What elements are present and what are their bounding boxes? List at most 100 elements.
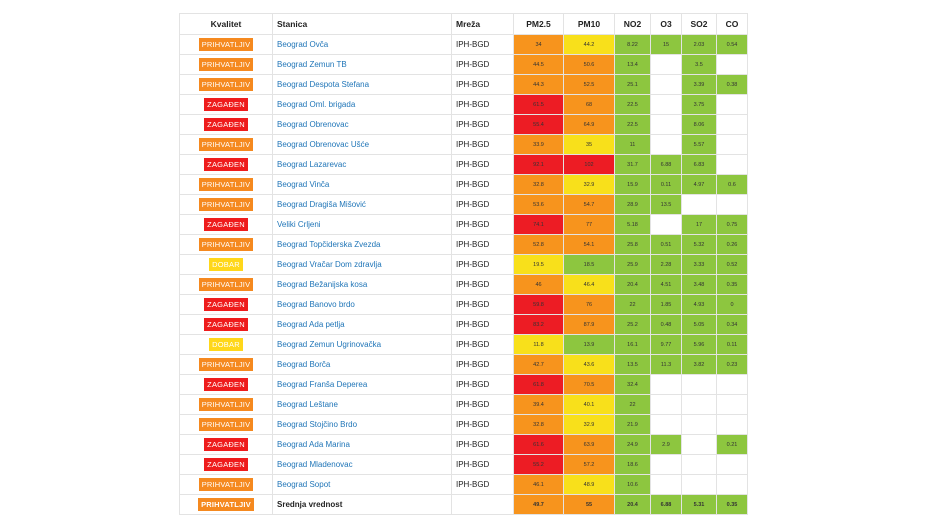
quality-cell: DOBAR [179,334,273,355]
no2-value: 18.6 [614,454,651,475]
table-row: PRIHVATLJIV Beograd Obrenovac Ušće IPH-BGD… [179,134,748,155]
no2-value: 16.1 [614,334,651,355]
air-quality-table-container: Kvalitet Stanica Mreža PM2.5 PM10 NO2 O3… [179,13,748,515]
table-row: PRIHVATLJIV Beograd Stojčino Brdo IPH-BGD 3… [179,414,748,435]
o3-value: 4.51 [650,274,682,295]
station-link[interactable]: Beograd Vračar Dom zdravlja [277,260,382,269]
no2-value: 8.22 [614,34,651,55]
network-cell: IPH-BGD [451,454,514,475]
o3-value: 13.5 [650,194,682,215]
network-cell: IPH-BGD [451,314,514,335]
quality-badge: PRIHVATLJIV [198,58,254,71]
network-cell: IPH-BGD [451,194,514,215]
station-link[interactable]: Beograd Stojčino Brdo [277,420,358,429]
pm25-value: 32.8 [513,414,564,435]
station-link[interactable]: Beograd Zemun Ugrinovačka [277,340,382,349]
pm10-value: 32.9 [563,414,615,435]
air-quality-table: Kvalitet Stanica Mreža PM2.5 PM10 NO2 O3… [179,13,748,515]
so2-value: 5.05 [681,314,717,335]
no2-value: 15.9 [614,174,651,195]
no2-value: 25.1 [614,74,651,95]
no2-value: 25.2 [614,314,651,335]
summary-label: Srednja vrednost [272,494,452,515]
table-row: ZAGAĐEN Beograd Oml. brigada IPH-BGD 61.5 68… [179,94,748,115]
o3-value: 2.9 [650,434,682,455]
no2-value: 25.8 [614,234,651,255]
pm10-value: 43.6 [563,354,615,375]
quality-cell: ZAGAĐEN [179,294,273,315]
station-link[interactable]: Beograd Topčiderska Zvezda [277,240,381,249]
no2-value: 32.4 [614,374,651,395]
station-link[interactable]: Beograd Ada petlja [277,320,345,329]
station-link[interactable]: Beograd Sopot [277,480,331,489]
quality-badge: PRIHVATLJIV [198,418,254,431]
quality-badge: ZAGAĐEN [204,318,248,331]
header-no2: NO2 [614,13,651,35]
quality-cell: PRIHVATLJIV [179,74,273,95]
table-row: ZAGAĐEN Beograd Lazarevac IPH-BGD 92.1 102 31… [179,154,748,175]
o3-value [650,214,682,235]
table-row: DOBAR Beograd Vračar Dom zdravlja IPH-BGD 1… [179,254,748,275]
network-cell: IPH-BGD [451,434,514,455]
station-cell: Beograd Zemun Ugrinovačka [272,334,452,355]
table-header-row: Kvalitet Stanica Mreža PM2.5 PM10 NO2 O3… [179,13,748,35]
station-link[interactable]: Beograd Franša Deperea [277,380,368,389]
station-link[interactable]: Beograd Obrenovac [277,120,349,129]
network-cell: IPH-BGD [451,374,514,395]
network-cell: IPH-BGD [451,174,514,195]
station-link[interactable]: Beograd Bežanijska kosa [277,280,368,289]
station-link[interactable]: Beograd Borča [277,360,331,369]
network-cell: IPH-BGD [451,474,514,495]
station-link[interactable]: Beograd Leštane [277,400,338,409]
station-cell: Beograd Stojčino Brdo [272,414,452,435]
no2-value: 28.9 [614,194,651,215]
station-link[interactable]: Beograd Banovo brdo [277,300,355,309]
so2-value: 3.75 [681,94,717,115]
o3-value: 11.3 [650,354,682,375]
station-link[interactable]: Beograd Ada Marina [277,440,350,449]
header-co: CO [716,13,748,35]
quality-cell: PRIHVATLJIV [179,134,273,155]
table-row: PRIHVATLJIV Beograd Leštane IPH-BGD 39.4 40.… [179,394,748,415]
summary-no2-value: 20.4 [614,494,651,515]
network-cell: IPH-BGD [451,394,514,415]
pm25-value: 32.8 [513,174,564,195]
station-link[interactable]: Beograd Vinča [277,180,330,189]
station-cell: Beograd Vinča [272,174,452,195]
station-link[interactable]: Beograd Lazarevac [277,160,347,169]
pm10-value: 76 [563,294,615,315]
station-link[interactable]: Beograd Dragiša Mišović [277,200,366,209]
so2-value [681,434,717,455]
station-link[interactable]: Beograd Oml. brigada [277,100,356,109]
o3-value: 0.51 [650,234,682,255]
header-kvalitet: Kvalitet [179,13,273,35]
co-value [716,454,748,475]
station-link[interactable]: Beograd Mladenovac [277,460,353,469]
station-cell: Beograd Borča [272,354,452,375]
header-o3: O3 [650,13,682,35]
co-value [716,374,748,395]
station-link[interactable]: Beograd Zemun TB [277,60,347,69]
quality-cell: PRIHVATLJIV [179,354,273,375]
network-cell: IPH-BGD [451,214,514,235]
co-value [716,134,748,155]
station-link[interactable]: Veliki Crljeni [277,220,321,229]
quality-badge: DOBAR [209,338,243,351]
summary-pm25-value: 49.7 [513,494,564,515]
station-link[interactable]: Beograd Obrenovac Ušće [277,140,370,149]
quality-badge: ZAGAĐEN [204,438,248,451]
o3-value: 6.88 [650,154,682,175]
no2-value: 20.4 [614,274,651,295]
quality-cell: ZAGAĐEN [179,114,273,135]
station-cell: Beograd Obrenovac Ušće [272,134,452,155]
summary-row: PRIHVATLJIV Srednja vrednost 49.7 55 20.4 6.8… [179,494,748,515]
station-link[interactable]: Beograd Ovča [277,40,329,49]
pm25-value: 33.9 [513,134,564,155]
quality-badge: ZAGAĐEN [204,218,248,231]
pm25-value: 83.2 [513,314,564,335]
header-mreza: Mreža [451,13,514,35]
station-cell: Beograd Ada Marina [272,434,452,455]
no2-value: 13.4 [614,54,651,75]
co-value: 0.23 [716,354,748,375]
station-link[interactable]: Beograd Despota Stefana [277,80,370,89]
